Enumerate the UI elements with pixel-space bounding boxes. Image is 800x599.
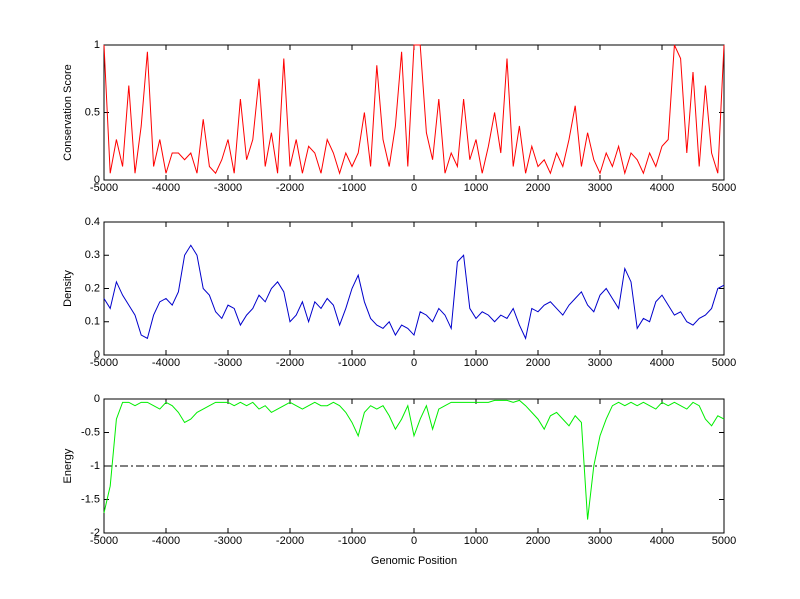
- x-tick-label: 0: [411, 535, 417, 547]
- y-tick-label: 0.2: [85, 282, 100, 294]
- x-tick-label: 0: [411, 182, 417, 194]
- x-tick-label: 2000: [526, 535, 550, 547]
- x-tick-label: 1000: [464, 535, 488, 547]
- x-tick-label: 1000: [464, 182, 488, 194]
- x-tick-label: 4000: [650, 182, 674, 194]
- y-axis-label: Conservation Score: [62, 64, 74, 161]
- x-tick-label: -4000: [152, 182, 180, 194]
- x-tick-label: -2000: [276, 182, 304, 194]
- x-tick-label: 3000: [588, 357, 612, 369]
- x-tick-label: 4000: [650, 357, 674, 369]
- x-tick-label: 3000: [588, 182, 612, 194]
- x-tick-label: 5000: [712, 357, 736, 369]
- x-tick-label: 1000: [464, 357, 488, 369]
- x-tick-label: 5000: [712, 182, 736, 194]
- x-tick-label: 0: [411, 357, 417, 369]
- data-line: [103, 244, 725, 340]
- y-axis-label: Energy: [62, 448, 74, 483]
- data-line: [103, 44, 725, 176]
- y-tick-label: 0.5: [85, 106, 100, 118]
- plot-area: [103, 221, 725, 356]
- x-tick-label: -1000: [338, 535, 366, 547]
- x-tick-label: 3000: [588, 535, 612, 547]
- y-tick-label: 0.4: [85, 216, 100, 228]
- y-tick-label: 0: [94, 174, 100, 186]
- x-tick-label: -5000: [90, 357, 118, 369]
- y-tick-label: 0: [94, 393, 100, 405]
- x-tick-label: -4000: [152, 535, 180, 547]
- x-tick-label: -1000: [338, 357, 366, 369]
- x-tick-label: 4000: [650, 535, 674, 547]
- x-tick-label: -3000: [214, 535, 242, 547]
- x-tick-label: -4000: [152, 357, 180, 369]
- y-tick-label: 1: [94, 39, 100, 51]
- x-tick-label: -2000: [276, 535, 304, 547]
- y-axis-label: Density: [62, 270, 74, 307]
- y-tick-label: -0.5: [81, 426, 100, 438]
- x-tick-label: -2000: [276, 357, 304, 369]
- y-tick-label: -2: [90, 527, 100, 539]
- x-tick-label: -1000: [338, 182, 366, 194]
- y-tick-label: 0.1: [85, 316, 100, 328]
- plot-area: [103, 44, 725, 181]
- y-tick-label: 0: [94, 349, 100, 361]
- x-tick-label: -5000: [90, 535, 118, 547]
- data-line: [103, 399, 725, 520]
- y-tick-label: 0.3: [85, 249, 100, 261]
- y-tick-label: -1.5: [81, 493, 100, 505]
- x-axis-label: Genomic Position: [371, 555, 457, 567]
- x-tick-label: 2000: [526, 182, 550, 194]
- x-tick-label: 5000: [712, 535, 736, 547]
- x-tick-label: 2000: [526, 357, 550, 369]
- x-tick-label: -3000: [214, 357, 242, 369]
- y-tick-label: -1: [90, 460, 100, 472]
- x-tick-label: -3000: [214, 182, 242, 194]
- x-tick-label: -5000: [90, 182, 118, 194]
